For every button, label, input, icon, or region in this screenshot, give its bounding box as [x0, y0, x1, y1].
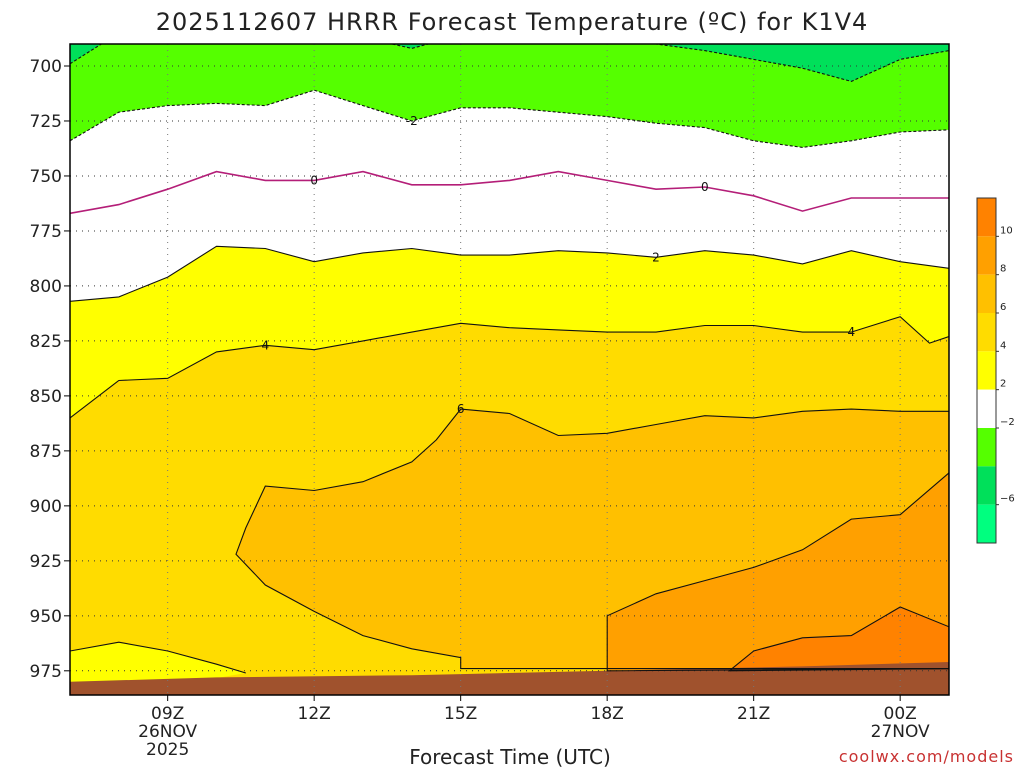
plot-fills — [70, 44, 949, 695]
colorbar-label-2: 2 — [1000, 379, 1006, 390]
fill-band-neg6-neg4 — [70, 44, 949, 82]
x-tick-label-9-1: 26NOV — [138, 722, 197, 742]
y-tick-label-875: 875 — [30, 442, 62, 462]
y-tick-label-925: 925 — [30, 552, 62, 572]
colorbar-frame — [976, 197, 997, 544]
contour-label-4: 4 — [262, 338, 270, 352]
contour-label2-4: 4 — [848, 325, 856, 339]
colorbar-label-4: 4 — [1000, 340, 1006, 351]
x-tick-label-18-0: 18Z — [591, 704, 624, 724]
contour-line-7 — [727, 606, 949, 672]
y-tick-label-900: 900 — [30, 497, 62, 517]
x-tick-label-24-0: 00Z — [884, 704, 917, 724]
contour-label-5: 6 — [457, 402, 465, 416]
contour-line-3 — [70, 245, 949, 302]
x-axis-label: Forecast Time (UTC) — [409, 745, 611, 768]
colorbar: 10 8 6 4 2 −2 −6 — [976, 197, 1015, 544]
colorbar-bin-4 — [977, 313, 996, 352]
contour-line-5 — [235, 408, 949, 670]
colorbar-label-6: 6 — [1000, 302, 1006, 313]
colorbar-label--2: −2 — [1000, 417, 1015, 428]
contour-label2-2: 0 — [701, 180, 709, 194]
x-tick-label-24-1: 27NOV — [871, 722, 930, 742]
contour-line-1 — [70, 89, 949, 148]
plot-frame — [69, 43, 950, 696]
credit-text: coolwx.com/models — [839, 747, 1014, 766]
y-axis-ticks: 700 725 750 775 800 825 850 875 900 925 950 975 — [30, 57, 70, 682]
fill-band-10-12 — [729, 607, 949, 671]
y-tick-label-975: 975 — [30, 662, 62, 682]
x-tick-label-9-0: 09Z — [151, 704, 184, 724]
fill-band-neg4-neg2 — [70, 44, 949, 148]
colorbar-bin-2 — [977, 351, 996, 390]
y-tick-label-950: 950 — [30, 607, 62, 627]
colorbar-bin-6 — [977, 274, 996, 313]
y-tick-label-725: 725 — [30, 112, 62, 132]
x-tick-label-12-0: 12Z — [298, 704, 331, 724]
colorbar-bin-10 — [977, 198, 996, 237]
colorbar-bin--4 — [977, 428, 996, 467]
y-tick-label-800: 800 — [30, 277, 62, 297]
contour-line-0 — [70, 44, 949, 82]
y-tick-label-825: 825 — [30, 332, 62, 352]
colorbar-label-10: 10 — [1000, 225, 1013, 236]
x-tick-label-21-0: 21Z — [737, 704, 770, 724]
contour-line-8 — [70, 641, 246, 674]
x-tick-label-9-2: 2025 — [146, 740, 189, 760]
colorbar-bin--6 — [977, 466, 996, 505]
chart-title: 2025112607 HRRR Forecast Temperature (ºC… — [156, 8, 869, 36]
y-tick-label-700: 700 — [30, 57, 62, 77]
contour-line-2 — [70, 170, 949, 215]
x-tick-label-15-0: 15Z — [444, 704, 477, 724]
fill-band-8-10 — [607, 472, 949, 671]
contour-line-4 — [70, 316, 949, 419]
colorbar-bin--2 — [977, 389, 996, 428]
contour-line-6 — [606, 472, 949, 672]
y-tick-label-775: 775 — [30, 222, 62, 242]
contour-label-1: -2 — [406, 114, 418, 128]
grid-lines — [70, 44, 949, 695]
contour-label-3: 2 — [652, 250, 660, 264]
y-tick-label-850: 850 — [30, 387, 62, 407]
colorbar-label-8: 8 — [1000, 264, 1006, 275]
colorbar-bin--8 — [977, 504, 996, 543]
contour-label-2: 0 — [310, 173, 318, 187]
y-tick-label-750: 750 — [30, 167, 62, 187]
colorbar-bin-8 — [977, 236, 996, 275]
colorbar-label--6: −6 — [1000, 494, 1015, 505]
